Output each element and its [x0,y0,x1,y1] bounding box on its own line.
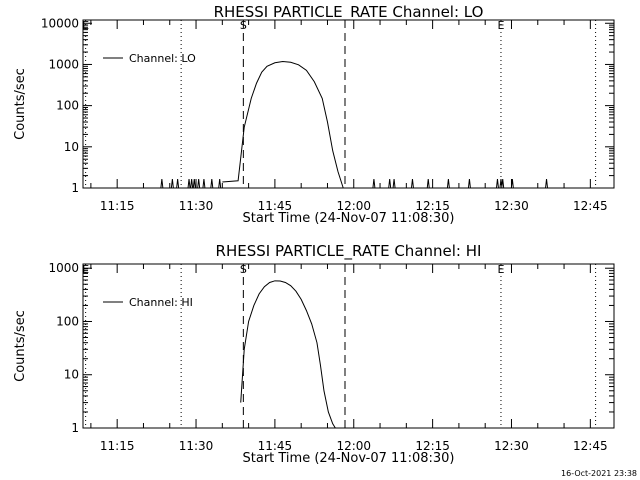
x-tick-label: 11:30 [179,199,214,213]
marker-label: E [82,19,89,32]
x-tick-label: 12:30 [494,439,529,453]
plot-frame [82,263,615,429]
y-tick-label: 1 [71,181,79,195]
chart-title: RHESSI PARTICLE_RATE Channel: LO [214,3,484,22]
data-series-line [160,60,549,189]
data-series-line [240,280,336,429]
y-tick-label: 100 [56,314,79,328]
y-tick-label: 10 [64,368,79,382]
legend-label: Channel: LO [129,52,196,65]
y-tick-label: 1000 [48,57,79,71]
marker-label: E [82,263,89,276]
x-tick-label: 11:15 [100,439,135,453]
y-axis-label: Counts/sec [13,68,28,140]
marker-label: E [497,19,504,32]
x-tick-label: 11:45 [258,439,293,453]
y-tick-label: 100 [56,99,79,113]
timestamp-footer: 16-Oct-2021 23:38 [561,469,637,478]
y-tick-label: 1 [71,421,79,435]
y-tick-label: 10000 [41,16,79,30]
x-tick-label: 11:45 [258,199,293,213]
x-tick-label: 11:15 [100,199,135,213]
x-tick-label: 11:30 [179,439,214,453]
x-axis-label: Start Time (24-Nov-07 11:08:30) [243,451,455,466]
marker-label: S [240,19,247,32]
x-axis-label: Start Time (24-Nov-07 11:08:30) [243,211,455,226]
y-tick-label: 1000 [48,261,79,275]
x-tick-label: 12:00 [336,199,371,213]
plot-frame [82,19,615,189]
marker-label: S [240,263,247,276]
x-tick-label: 12:15 [415,199,450,213]
hi-channel-panel: RHESSI PARTICLE_RATE Channel: HI 1 10 100 10… [13,242,615,466]
y-axis-label: Counts/sec [13,310,28,382]
marker-label: E [497,263,504,276]
x-tick-label: 12:30 [494,199,529,213]
x-tick-label: 12:15 [415,439,450,453]
legend-label: Channel: HI [129,296,193,309]
x-tick-label: 12:45 [573,199,608,213]
x-tick-label: 12:45 [573,439,608,453]
chart-title: RHESSI PARTICLE_RATE Channel: HI [216,242,482,261]
y-tick-label: 10 [64,140,79,154]
x-tick-label: 12:00 [336,439,371,453]
lo-channel-panel: RHESSI PARTICLE_RATE Channel: LO 1 10 100 10… [13,3,615,226]
